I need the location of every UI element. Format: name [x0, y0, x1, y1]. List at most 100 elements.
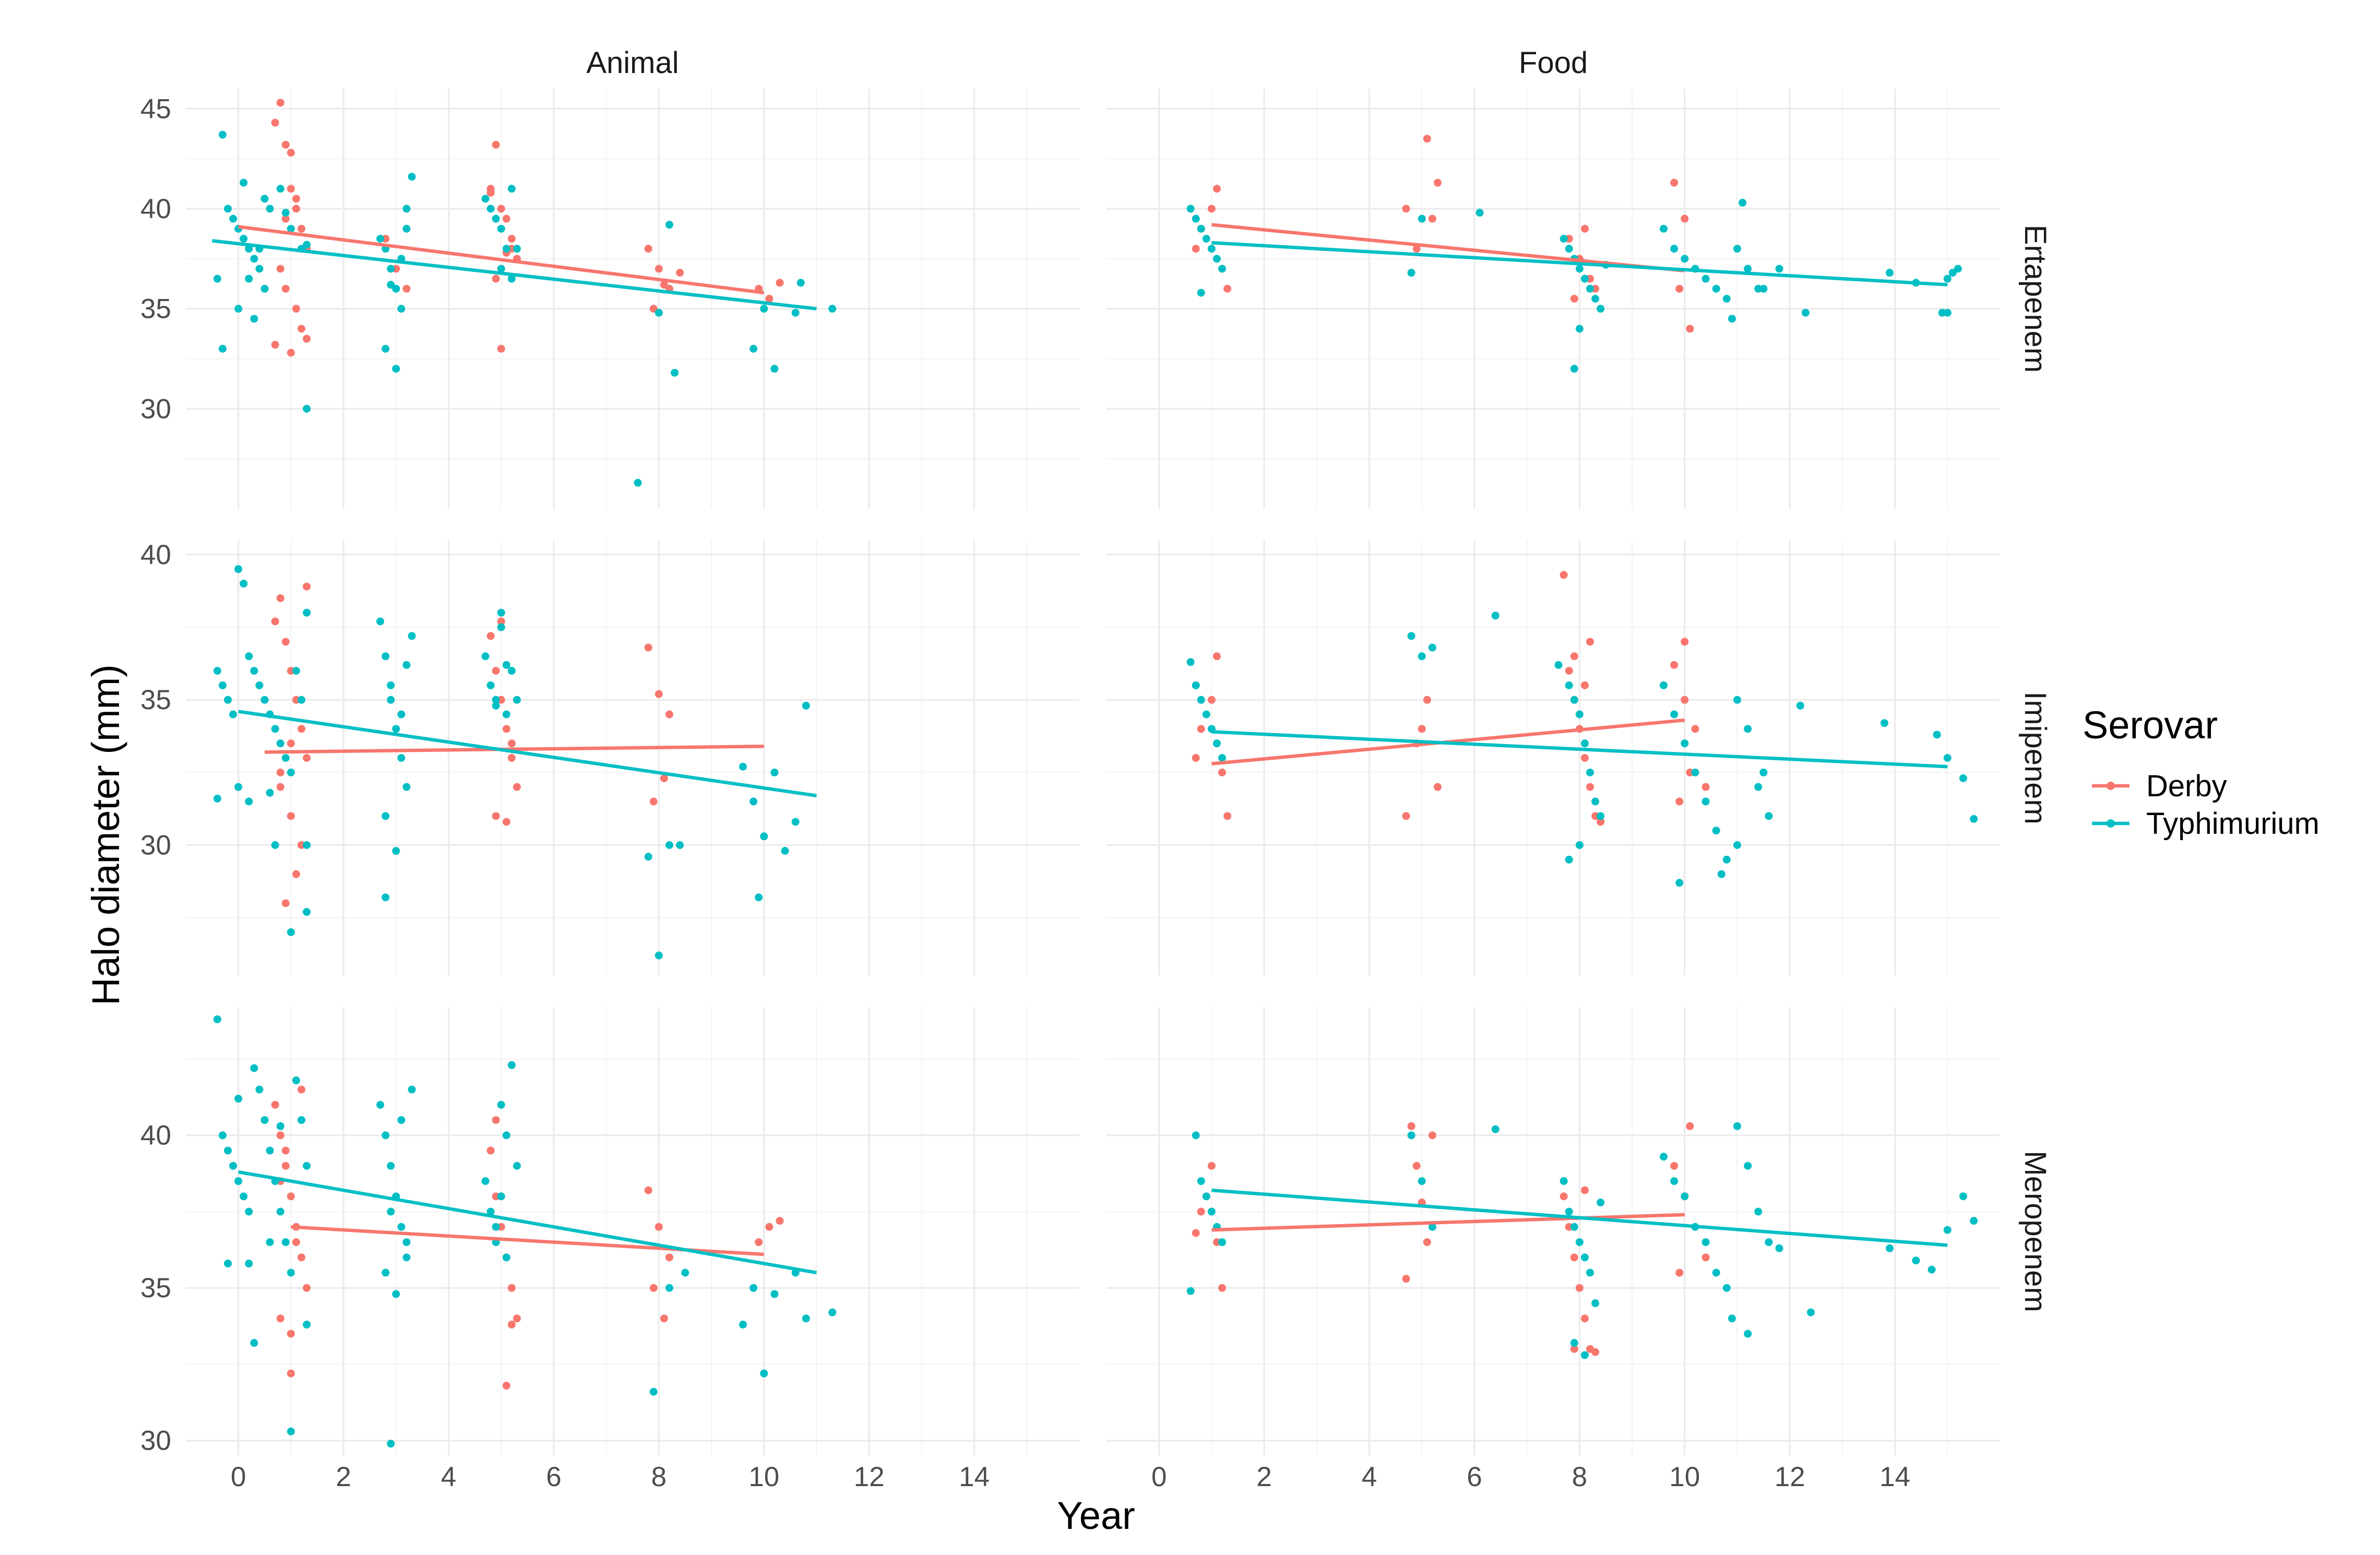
data-point	[292, 667, 300, 675]
data-point	[497, 1101, 505, 1109]
data-point	[1197, 1207, 1205, 1216]
data-point	[1570, 1223, 1578, 1231]
data-point	[486, 188, 495, 197]
x-tick-label: 0	[1151, 1462, 1167, 1492]
data-point	[492, 274, 500, 283]
data-point	[276, 265, 284, 273]
data-point	[382, 812, 390, 820]
data-point	[271, 725, 279, 733]
data-point	[802, 1314, 810, 1323]
data-point	[1407, 269, 1415, 277]
data-point	[1418, 1177, 1426, 1185]
data-point	[1681, 255, 1689, 263]
data-point	[1580, 739, 1589, 748]
data-point	[1754, 783, 1763, 791]
data-point	[1670, 661, 1679, 669]
data-point	[1912, 1257, 1920, 1265]
data-point	[497, 205, 505, 213]
data-point	[1192, 245, 1200, 253]
data-point	[492, 140, 500, 149]
panel-animal-ertapenem: 30 35 40 45	[140, 89, 1079, 509]
data-point	[271, 1101, 279, 1109]
data-point	[250, 667, 258, 675]
data-point	[1580, 1186, 1589, 1194]
data-point	[260, 1116, 269, 1124]
data-point	[1580, 754, 1589, 762]
data-point	[507, 754, 516, 762]
data-point	[1586, 1269, 1594, 1277]
data-point	[276, 768, 284, 776]
data-point	[298, 696, 306, 704]
data-point	[1575, 841, 1584, 849]
data-point	[654, 265, 663, 273]
data-point	[1733, 841, 1741, 849]
data-point	[1428, 1223, 1436, 1231]
data-point	[502, 1253, 510, 1262]
data-point	[1433, 178, 1442, 187]
x-tick-label: 8	[651, 1462, 667, 1492]
data-point	[502, 1131, 510, 1140]
data-point	[276, 1207, 284, 1216]
data-point	[1586, 783, 1594, 791]
data-point	[1554, 661, 1563, 669]
data-point	[234, 1095, 243, 1103]
data-point	[486, 205, 495, 213]
data-point	[781, 847, 789, 855]
data-point	[1575, 325, 1584, 333]
data-point	[776, 1217, 784, 1225]
data-point	[1728, 315, 1736, 323]
data-point	[1580, 1351, 1589, 1359]
panel-grid-animal-ertapenem	[186, 89, 1079, 509]
data-point	[1659, 224, 1668, 233]
data-point	[1681, 214, 1689, 223]
data-point	[260, 284, 269, 293]
data-point	[276, 1131, 284, 1140]
data-point	[303, 754, 311, 762]
data-point	[402, 284, 411, 293]
data-point	[287, 928, 295, 936]
y-tick-label: 40	[140, 1120, 171, 1151]
data-point	[292, 205, 300, 213]
data-point	[1570, 696, 1578, 704]
data-point	[224, 1259, 232, 1267]
panels-layer: 30 35 40 45 30 35 40 30 35 40 0 2 4 6 8 10 12 14 0 2 4 6 8 10 12…	[140, 89, 2000, 1492]
data-point	[298, 1116, 306, 1124]
trend-line-typhimurium	[1211, 1188, 1948, 1247]
data-point	[281, 1146, 290, 1155]
data-point	[676, 841, 684, 849]
data-point	[649, 797, 658, 806]
data-point	[749, 344, 758, 353]
x-tick-label: 10	[1669, 1462, 1700, 1492]
data-point	[502, 818, 510, 826]
data-point	[287, 1369, 295, 1378]
data-point	[1428, 214, 1436, 223]
strip-label-imipenem: Imipenem	[2018, 691, 2052, 824]
data-point	[240, 178, 248, 187]
data-point	[287, 349, 295, 357]
trend-line-derby	[1211, 1213, 1685, 1232]
data-point	[502, 725, 510, 733]
data-point	[1575, 1284, 1584, 1292]
data-point	[671, 368, 679, 377]
trend-line-typhimurium	[238, 1170, 817, 1275]
data-point	[1670, 710, 1679, 719]
data-point	[665, 221, 673, 229]
data-point	[1591, 1299, 1600, 1307]
data-point	[1733, 245, 1741, 253]
data-point	[770, 1290, 779, 1298]
data-point	[298, 325, 306, 333]
data-point	[1733, 1122, 1741, 1130]
data-point	[755, 893, 763, 902]
data-point	[213, 794, 221, 803]
data-point	[1192, 214, 1200, 223]
data-point	[250, 255, 258, 263]
data-point	[382, 652, 390, 661]
data-point	[298, 224, 306, 233]
data-point	[649, 1387, 658, 1396]
data-point	[234, 1177, 243, 1185]
data-point	[507, 1061, 516, 1069]
data-point	[492, 812, 500, 820]
data-point	[260, 195, 269, 203]
data-point	[513, 696, 521, 704]
data-point	[1943, 308, 1951, 317]
